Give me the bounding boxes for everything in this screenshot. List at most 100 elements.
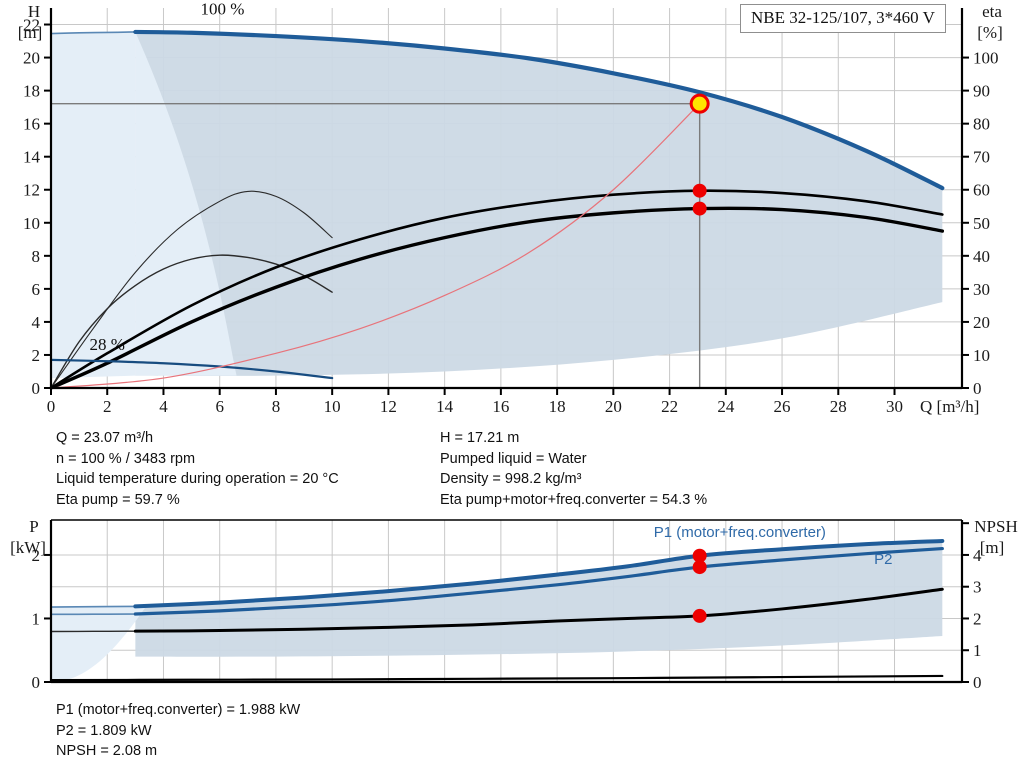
tick-label-npsh: 0	[973, 673, 982, 692]
head-efficiency-chart: 0 2 4 6 8 10 12 14 16 18 20 22 0 10 20 30 40 50 60 70 80 90 10…	[18, 0, 1003, 416]
tick-label-flow: 16	[492, 397, 509, 416]
operating-envelope-area	[135, 31, 943, 376]
curve-p1-low-speed	[50, 605, 137, 608]
head-chart-svg: 0246810121416182022010203040506070809010…	[18, 0, 1003, 416]
marker-eta-pump	[692, 183, 707, 198]
tick-label-power: 1	[32, 609, 41, 628]
duty-point-info-left: Q = 23.07 m³/h n = 100 % / 3483 rpm Liqu…	[56, 428, 339, 510]
tick-label-power: 0	[32, 673, 41, 692]
envelope-left-boundary	[135, 31, 237, 376]
tick-label-flow: 0	[47, 397, 56, 416]
head-plot-group: 0246810121416182022010203040506070809010…	[18, 0, 1003, 416]
tick-label-flow: 18	[549, 397, 566, 416]
tick-label-eta: 10	[973, 346, 990, 365]
tick-label-flow: 26	[774, 397, 791, 416]
tick-label-head: 20	[23, 49, 40, 68]
tick-label-power: 2	[32, 546, 41, 565]
info-eta-pump: Eta pump = 59.7 %	[56, 491, 180, 508]
tick-label-head: 22	[23, 16, 40, 35]
info-p1: P1 (motor+freq.converter) = 1.988 kW	[56, 702, 301, 718]
reduced-speed-area	[51, 31, 136, 379]
info-liquid-temp: Liquid temperature during operation = 20…	[56, 471, 339, 487]
tick-label-flow: 2	[103, 397, 112, 416]
tick-label-flow: 12	[380, 397, 397, 416]
tick-label-eta: 20	[973, 313, 990, 332]
tick-label-head: 16	[23, 115, 40, 134]
tick-label-eta: 30	[973, 280, 990, 299]
tick-label-eta: 50	[973, 214, 990, 233]
tick-label-head: 12	[23, 181, 40, 200]
info-p2: P2 = 1.809 kW	[56, 722, 152, 739]
axis-title-eta-symbol: eta	[982, 2, 1002, 21]
tick-label-flow: 10	[324, 397, 341, 416]
curve-eta-small	[50, 190, 333, 389]
curve-head-28-percent	[49, 358, 334, 380]
axis-title-power-symbol: P	[29, 517, 38, 536]
tick-label-head: 4	[32, 313, 41, 332]
tick-label-flow: 6	[215, 397, 224, 416]
tick-label-flow: 24	[717, 397, 735, 416]
info-pumped-liquid: Pumped liquid = Water	[440, 450, 587, 467]
axis-title-power-unit: [kW]	[10, 538, 46, 557]
tick-label-npsh: 4	[973, 546, 982, 565]
tick-label-head: 0	[32, 379, 41, 398]
tick-label-head: 10	[23, 214, 40, 233]
curve-system-control	[50, 103, 701, 389]
tick-label-flow: 20	[605, 397, 622, 416]
axis-title-head-symbol: H	[28, 2, 40, 21]
tick-label-head: 8	[32, 247, 41, 266]
pump-model-label: NBE 32-125/107, 3*460 V	[751, 8, 935, 27]
tick-label-flow: 8	[272, 397, 281, 416]
info-npsh: NPSH = 2.08 m	[56, 743, 158, 759]
curve-head-100-percent	[133, 29, 945, 191]
tick-label-eta: 40	[973, 247, 990, 266]
tick-label-flow: 22	[661, 397, 678, 416]
tick-label-eta: 100	[973, 49, 999, 68]
axis-title-flow: Q [m³/h]	[920, 397, 979, 416]
power-reduced-speed-area	[51, 605, 147, 680]
tick-label-eta: 80	[973, 115, 990, 134]
marker-p2-duty	[692, 560, 707, 575]
axis-title-npsh-symbol: NPSH	[974, 517, 1017, 536]
legend-label-p2: P2	[874, 551, 892, 568]
power-info: P1 (motor+freq.converter) = 1.988 kW P2 …	[56, 700, 300, 762]
duty-point-info-right: H = 17.21 m Pumped liquid = Water Densit…	[440, 428, 707, 510]
info-speed: n = 100 % / 3483 rpm	[56, 450, 196, 467]
tick-label-eta: 0	[973, 379, 982, 398]
curve-p2	[133, 546, 944, 616]
curve-npsh	[133, 587, 944, 633]
tick-label-flow: 30	[886, 397, 903, 416]
curve-p1	[133, 538, 945, 609]
tick-label-flow: 28	[830, 397, 847, 416]
axis-title-npsh-unit: [m]	[980, 538, 1005, 557]
axis-title-head-unit: [m]	[18, 23, 43, 42]
curve-eta-total	[49, 206, 945, 390]
tick-label-flow: 4	[159, 397, 168, 416]
curve-annotation-speed-28: 28 %	[90, 335, 125, 354]
tick-label-npsh: 1	[973, 641, 982, 660]
info-q: Q = 23.07 m³/h	[56, 430, 154, 446]
legend-label-p1: P1 (motor+freq.converter)	[654, 524, 826, 541]
tick-label-eta: 70	[973, 148, 990, 167]
tick-label-npsh: 3	[973, 578, 982, 597]
power-plot-group: 0 1 2 0 1 2 3 4 P [kW] NPSH [m] P1 (motor+freq.conve…	[10, 517, 1018, 692]
info-eta-total: Eta pump+motor+freq.converter = 54.3 %	[440, 491, 708, 508]
curve-head-reduced-speed	[50, 31, 137, 35]
curve-eta-28-percent	[50, 254, 333, 389]
tick-label-flow: 14	[436, 397, 454, 416]
tick-label-eta: 90	[973, 82, 990, 101]
tick-label-head: 6	[32, 280, 41, 299]
marker-npsh-duty	[692, 608, 707, 623]
tick-label-head: 2	[32, 346, 41, 365]
curve-eta-pump	[49, 189, 944, 390]
power-npsh-chart: 0 1 2 0 1 2 3 4 P [kW] NPSH [m] P1 (motor+freq.conve…	[0, 515, 1024, 700]
tick-label-head: 18	[23, 82, 40, 101]
curve-annotation-speed-100: 100 %	[201, 0, 245, 19]
duty-point-marker[interactable]	[689, 93, 710, 114]
info-h: H = 17.21 m	[440, 430, 520, 446]
tick-label-eta: 60	[973, 181, 990, 200]
tick-label-npsh: 2	[973, 609, 982, 628]
tick-label-head: 14	[23, 148, 41, 167]
marker-eta-total	[692, 201, 707, 216]
